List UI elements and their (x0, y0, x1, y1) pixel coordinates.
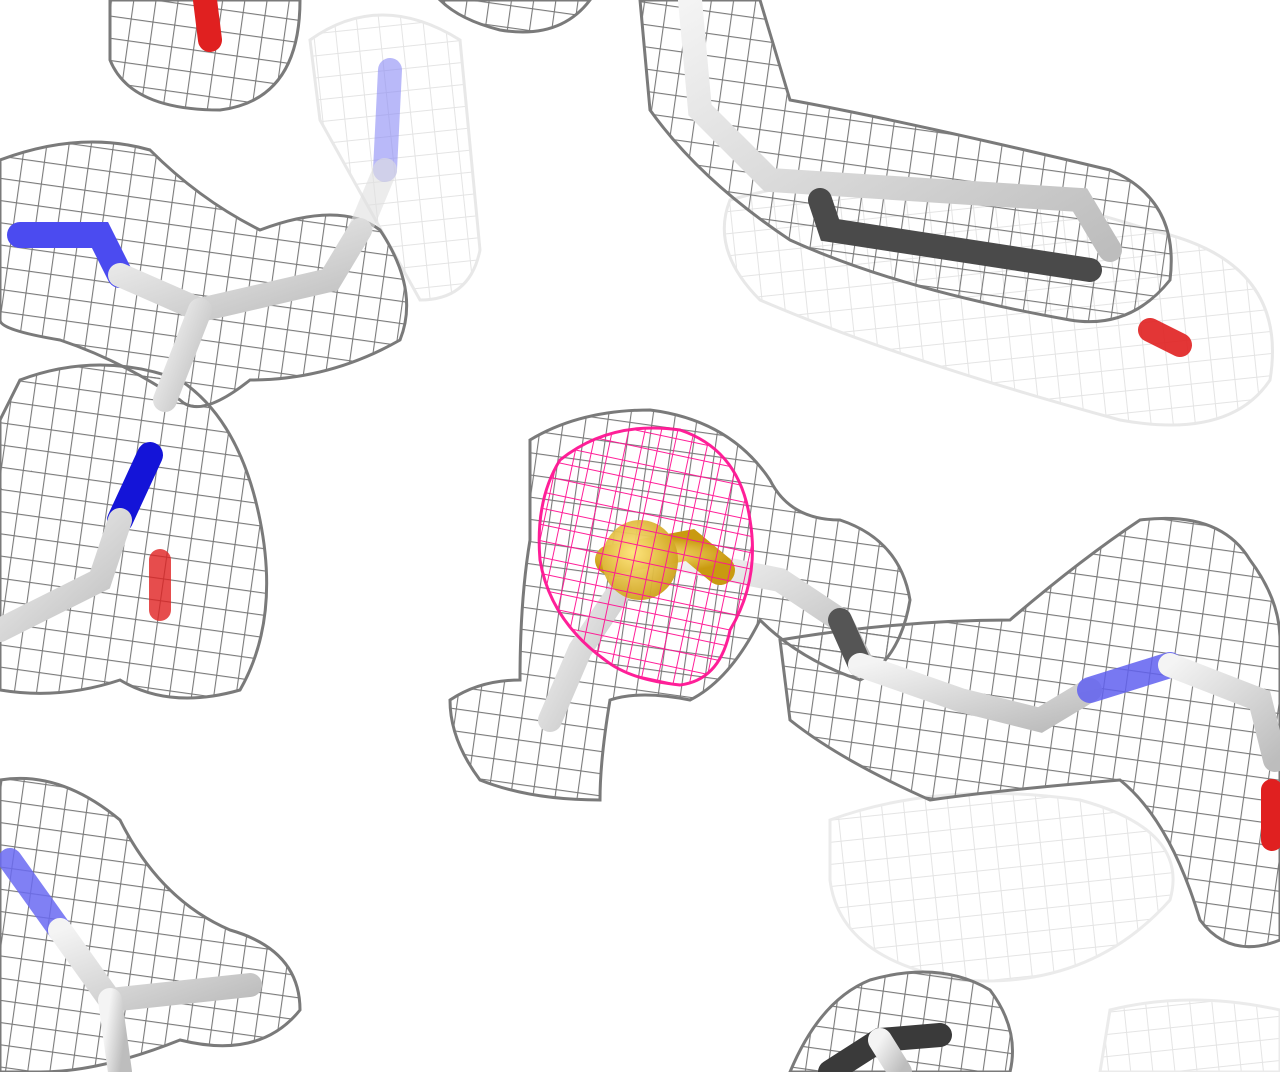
mesh-blob-bottom-residue (788, 970, 1014, 1072)
bond-carbon-left-vertical (153, 298, 212, 412)
bond-carbon-right-end (1158, 653, 1280, 772)
bond-nitrogen-left-upper (7, 222, 133, 288)
anomalous-mesh-shell (537, 426, 754, 687)
bond-oxygen-top-left (193, 0, 222, 52)
mesh-blob-top-left-oxygen (108, 0, 302, 112)
anomalous-density-mesh (537, 426, 754, 687)
bond-carbon-right-chain (848, 653, 1102, 733)
mesh-blob-right-chain (778, 516, 1280, 949)
bond-carbon-left-lower-branch (98, 988, 132, 1072)
bond-carbon-bottom-light (868, 1028, 912, 1072)
faded-mesh-blob-bottom-corner (1098, 998, 1280, 1072)
mesh-blob-top-strip (437, 0, 592, 34)
bond-nitrogen-left-lower (0, 848, 72, 942)
bond-nitrogen-top-center (373, 58, 402, 182)
bond-carbon-left-backbone (108, 218, 372, 323)
bond-carbon-dark-right (808, 188, 1102, 282)
mesh-blob-top-right-chain (638, 0, 1173, 324)
bond-nitrogen-right (1077, 652, 1183, 703)
mesh-blob-left-residue (0, 363, 269, 700)
bond-carbon-left-mid (0, 508, 132, 642)
mesh-blob-left-backbone (0, 140, 409, 409)
bond-carbon-top-right (678, 0, 1122, 262)
faded-mesh-blob-bottom-right (828, 791, 1175, 983)
bond-oxygen-right (1138, 318, 1192, 357)
